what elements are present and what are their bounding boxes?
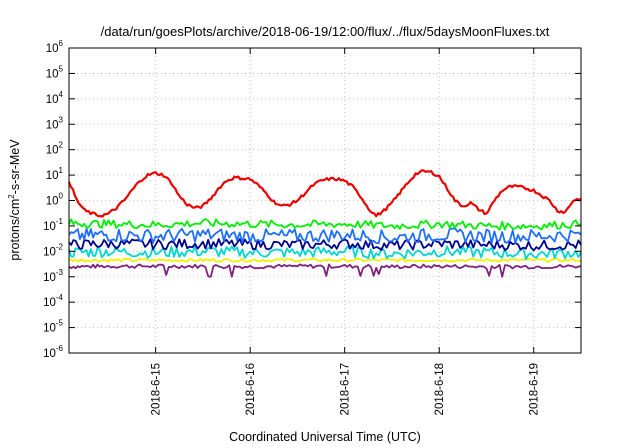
ticks (69, 47, 581, 354)
series-layer (67, 169, 582, 278)
y-tick-exponent: 3 (59, 115, 64, 124)
y-tick-labels: 10610510410310210110010-110-210-310-410-… (43, 39, 63, 360)
series-line-1 (68, 218, 582, 231)
grid (69, 48, 581, 353)
y-tick-label: 10-2 (43, 242, 63, 258)
y-tick-label: 105 (46, 64, 64, 80)
y-axis-label-sup: 2 (7, 194, 16, 199)
y-tick-exponent: -4 (56, 293, 64, 302)
y-tick-base: 10 (46, 43, 59, 55)
y-tick-exponent: -6 (56, 344, 64, 353)
series-line-5 (68, 257, 582, 263)
y-tick-label: 100 (46, 192, 64, 208)
series-line-4 (68, 245, 582, 261)
y-tick-label: 104 (46, 90, 64, 106)
y-tick-base: 10 (43, 297, 56, 309)
y-tick-exponent: -5 (56, 319, 64, 328)
y-tick-base: 10 (46, 170, 59, 182)
series-line-6 (68, 263, 582, 278)
x-axis-label: Coordinated Universal Time (UTC) (229, 430, 421, 444)
x-tick-labels: 2018-6-15 2018-6-16 2018-6-17 2018-6-18 2018… (151, 363, 541, 415)
y-tick-label: 106 (46, 39, 64, 55)
y-tick-label: 10-1 (43, 217, 63, 233)
y-tick-label: 10-6 (43, 344, 63, 360)
y-tick-exponent: 4 (59, 90, 64, 99)
y-tick-exponent: 2 (59, 141, 64, 150)
x-tick-label: 2018-6-18 (434, 363, 446, 415)
y-tick-exponent: 5 (59, 64, 64, 73)
y-tick-label: 102 (46, 141, 64, 157)
y-tick-label: 10-4 (43, 293, 63, 309)
y-tick-exponent: -3 (56, 268, 64, 277)
y-tick-exponent: -1 (56, 217, 64, 226)
x-tick-label: 2018-6-15 (151, 363, 163, 415)
series-line-3 (68, 238, 582, 252)
y-tick-base: 10 (43, 348, 56, 360)
series-line-2 (68, 227, 582, 245)
chart-title: /data/run/goesPlots/archive/2018-06-19/1… (101, 24, 550, 39)
y-tick-label: 10-5 (43, 319, 63, 335)
y-tick-exponent: 6 (59, 39, 64, 48)
x-tick-label: 2018-6-19 (529, 363, 541, 415)
y-tick-base: 10 (46, 119, 59, 131)
y-tick-label: 101 (46, 166, 64, 182)
y-tick-exponent: -2 (56, 242, 64, 251)
y-tick-base: 10 (46, 145, 59, 157)
y-tick-base: 10 (46, 68, 59, 80)
y-tick-label: 10-3 (43, 268, 63, 284)
y-tick-base: 10 (43, 323, 56, 335)
y-axis-label-base: protons/cm (8, 199, 22, 261)
y-tick-base: 10 (43, 221, 56, 233)
y-tick-exponent: 0 (59, 192, 64, 201)
x-tick-label: 2018-6-16 (245, 363, 257, 415)
y-tick-base: 10 (43, 272, 56, 284)
y-tick-base: 10 (46, 196, 59, 208)
y-tick-base: 10 (43, 246, 56, 258)
x-tick-label: 2018-6-17 (340, 363, 352, 415)
y-tick-exponent: 1 (59, 166, 64, 175)
series-line-0 (67, 169, 582, 218)
y-axis-label-rest: -s-sr-MeV (8, 139, 22, 195)
y-tick-label: 103 (46, 115, 64, 131)
y-axis-label: protons/cm2-s-sr-MeV (7, 139, 22, 261)
y-tick-base: 10 (46, 94, 59, 106)
